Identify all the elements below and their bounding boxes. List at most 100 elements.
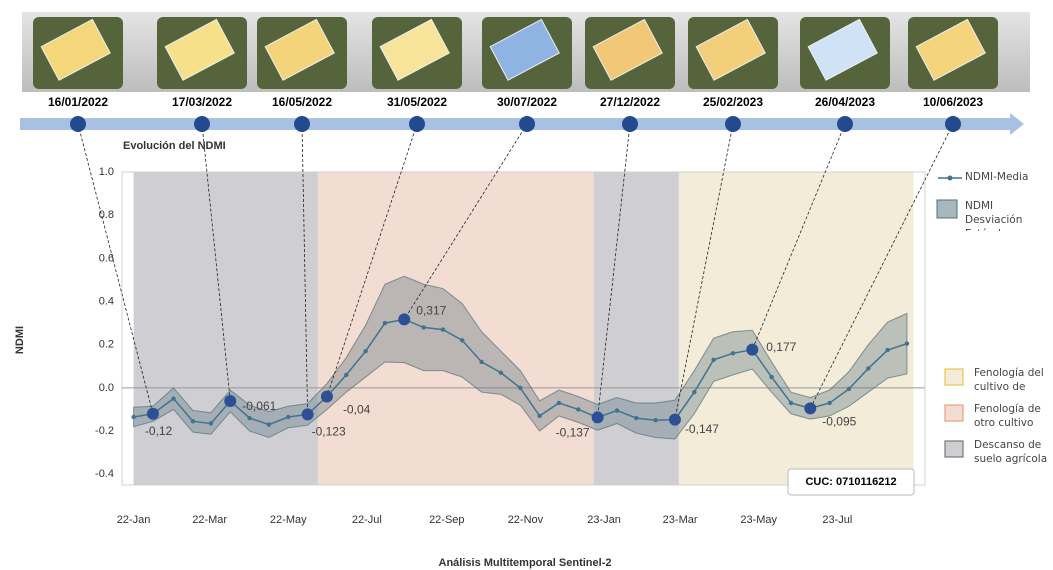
timeline-dot (294, 116, 310, 132)
mean-point (382, 320, 388, 326)
timeline-dot (519, 116, 535, 132)
x-tick-label: 23-May (740, 514, 777, 526)
value-label: -0,137 (556, 426, 590, 440)
mean-point (208, 421, 214, 426)
x-tick-label: 23-Jul (822, 514, 852, 526)
mean-point (460, 338, 465, 343)
connector (674, 123, 734, 420)
mean-point (904, 341, 910, 346)
legend-label: Descanso de suelo agrícola (974, 439, 1048, 465)
period-area (678, 172, 914, 485)
value-label: -0,061 (242, 399, 276, 413)
mean-point (653, 418, 658, 423)
legend-swatch (944, 404, 964, 422)
highlight-point (668, 413, 681, 426)
mean-point (730, 351, 736, 356)
legend-label-box: NDMI Desviación Estándar (965, 200, 1023, 231)
mean-point (692, 389, 697, 395)
mean-point (711, 357, 716, 362)
timeline-date: 26/04/2023 (815, 95, 875, 109)
legend-label: NDMI Desviación Estándar (965, 200, 1023, 231)
timeline-date: 16/01/2022 (48, 95, 108, 109)
highlight-point (804, 402, 817, 415)
mean-point (171, 396, 176, 401)
thumbnail-field (489, 18, 560, 81)
mean-point (479, 359, 484, 365)
connector (326, 123, 418, 397)
thumbnail-field (40, 18, 111, 81)
value-label: -0,123 (312, 425, 346, 439)
x-tick-label: 22-Mar (192, 514, 227, 526)
chart-title: Evolución del NDMI (123, 140, 226, 152)
x-axis-title: Análisis Multitemporal Sentinel-2 (439, 557, 612, 569)
mean-point (363, 348, 368, 354)
timeline-date: 17/03/2022 (172, 95, 232, 109)
mean-point (866, 366, 871, 371)
highlight-point (398, 313, 411, 326)
legend-label: NDMI-Media (965, 171, 1029, 183)
value-label: 0,177 (766, 340, 796, 354)
timeline-date: 25/02/2023 (703, 95, 763, 109)
mean-point (614, 408, 620, 413)
mean-point (498, 370, 504, 375)
timeline-dot (622, 116, 638, 132)
plot-frame (121, 171, 926, 486)
timeline-dot (725, 116, 741, 132)
y-tick-label: 0.8 (99, 209, 114, 221)
connector (201, 123, 231, 402)
legend-swatch (944, 368, 964, 386)
x-tick-label: 22-Jan (117, 514, 151, 526)
x-tick-label: 22-Jul (352, 514, 382, 526)
connector (301, 123, 309, 415)
legend-label-box: Fenología del cultivo de arroz (974, 367, 1044, 398)
y-tick-label: -0.4 (95, 468, 114, 480)
legend-swatch (944, 440, 964, 458)
y-axis-title: NDMI (14, 326, 26, 354)
y-tick-label: 0.2 (99, 339, 114, 351)
mean-point (247, 415, 252, 421)
x-tick-label: 23-Mar (663, 514, 698, 526)
connector (597, 123, 631, 418)
value-label: -0,095 (822, 415, 856, 429)
mean-point (131, 414, 136, 420)
mean-point (556, 400, 562, 406)
highlight-point (320, 390, 333, 403)
thumbnail-field (695, 18, 766, 81)
timeline-dot (945, 116, 961, 132)
thumbnail-field (915, 18, 986, 81)
legend-dot (947, 175, 953, 181)
x-tick-label: 22-May (270, 514, 307, 526)
mean-point (421, 325, 426, 330)
timeline-dot (837, 116, 853, 132)
timeline-date: 10/06/2023 (923, 95, 983, 109)
annotation-box (787, 468, 915, 496)
legend-label-box: Fenología de otro cultivo (974, 403, 1041, 429)
timeline-dot (194, 116, 210, 132)
mean-point (266, 422, 272, 427)
thumbnail-field (807, 18, 878, 81)
highlight-point (746, 343, 759, 356)
highlight-point (146, 407, 159, 420)
legend-label: Fenología de otro cultivo (974, 403, 1041, 429)
value-label: -0,147 (685, 422, 719, 436)
mean-point (537, 413, 542, 419)
y-tick-label: 0.0 (99, 382, 114, 394)
y-tick-label: 1.0 (99, 166, 114, 178)
period-area (133, 172, 318, 485)
mean-point (440, 327, 446, 332)
y-tick-label: 0.6 (99, 252, 114, 264)
legend-label-box: NDMI-Media (965, 171, 1029, 183)
value-label: -0,12 (145, 424, 173, 438)
legend-swatch (936, 199, 958, 219)
thumbnail-field (164, 18, 235, 81)
connector (751, 123, 846, 350)
timeline-date: 30/07/2022 (497, 95, 557, 109)
thumbnail-field (592, 18, 663, 81)
mean-point (576, 407, 581, 412)
timeline-date: 31/05/2022 (387, 95, 447, 109)
mean-point (190, 419, 196, 424)
highlight-point (224, 395, 237, 408)
x-tick-label: 23-Jan (587, 514, 621, 526)
